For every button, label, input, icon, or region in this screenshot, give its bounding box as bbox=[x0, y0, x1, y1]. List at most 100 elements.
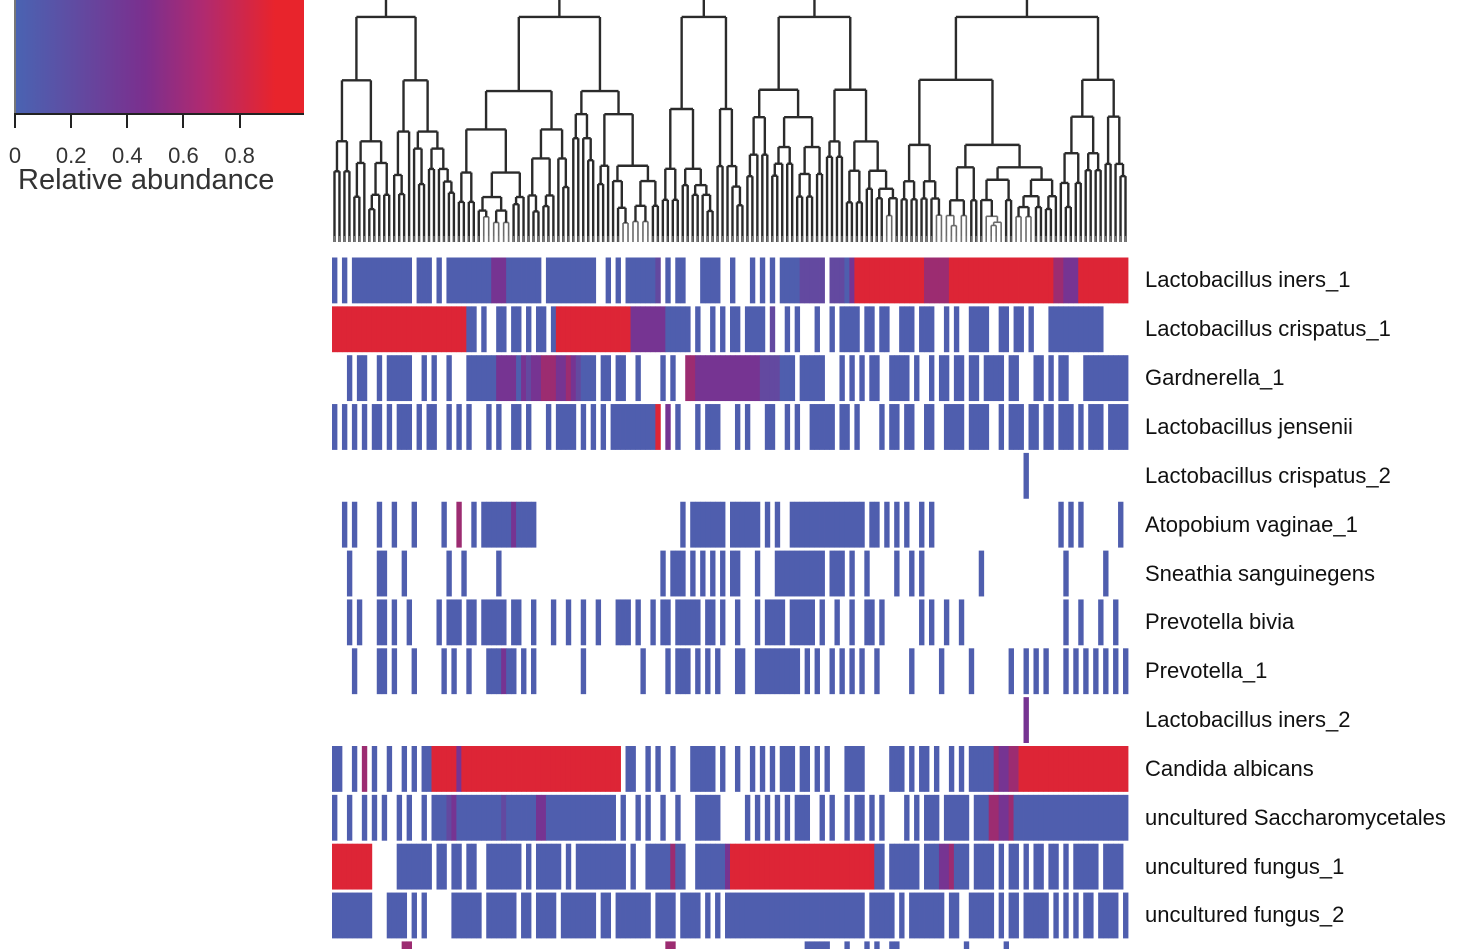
heatmap-cell bbox=[575, 746, 582, 792]
heatmap-cell bbox=[351, 843, 358, 890]
heatmap-cell bbox=[993, 257, 1000, 304]
heatmap-cell bbox=[789, 746, 796, 792]
heatmap-cell bbox=[695, 306, 701, 353]
heatmap-cell bbox=[1038, 843, 1044, 890]
heatmap-cell bbox=[491, 599, 497, 646]
heatmap-cell bbox=[869, 257, 875, 304]
heatmap-cell bbox=[386, 892, 393, 939]
heatmap-cell bbox=[491, 794, 497, 841]
heatmap-cell bbox=[610, 306, 616, 353]
heatmap-cell bbox=[476, 746, 482, 792]
heatmap-cell bbox=[526, 794, 532, 841]
heatmap-cell bbox=[501, 599, 507, 646]
heatmap-cell bbox=[1063, 794, 1069, 841]
heatmap-cell bbox=[655, 843, 661, 890]
heatmap-cell bbox=[421, 746, 427, 792]
heatmap-cell bbox=[849, 648, 855, 695]
heatmap-cell bbox=[406, 843, 413, 890]
heatmap-cell bbox=[486, 355, 492, 402]
heatmap-cell bbox=[481, 794, 487, 841]
heatmap-cell bbox=[1108, 257, 1114, 304]
heatmap-cell bbox=[491, 257, 497, 304]
heatmap-cell bbox=[486, 892, 492, 939]
heatmap-cell bbox=[904, 404, 910, 450]
heatmap-cell bbox=[933, 892, 940, 939]
heatmap-cell bbox=[511, 648, 517, 695]
heatmap-cell bbox=[1038, 355, 1044, 402]
heatmap-cell bbox=[401, 257, 408, 304]
heatmap-cell bbox=[535, 843, 542, 890]
heatmap-cell bbox=[580, 892, 587, 939]
heatmap-cell bbox=[391, 306, 398, 353]
heatmap-cell bbox=[849, 599, 855, 646]
heatmap-cell bbox=[884, 257, 890, 304]
heatmap-cell bbox=[958, 599, 965, 646]
heatmap-cell bbox=[734, 843, 741, 890]
heatmap-cell bbox=[665, 843, 671, 890]
heatmap-cell bbox=[1033, 404, 1039, 450]
heatmap-cell bbox=[824, 843, 830, 890]
heatmap-cell bbox=[491, 843, 497, 890]
heatmap-cell bbox=[501, 648, 507, 695]
heatmap-cell bbox=[580, 257, 587, 304]
heatmap-cell bbox=[929, 355, 935, 402]
heatmap-cell bbox=[535, 306, 542, 353]
heatmap-cell bbox=[1088, 794, 1094, 841]
heatmap-cell bbox=[615, 355, 621, 402]
heatmap-row bbox=[332, 746, 1129, 792]
heatmap-cell bbox=[690, 501, 696, 548]
heatmap-cell bbox=[739, 355, 746, 402]
heatmap-cell bbox=[1073, 843, 1079, 890]
heatmap-cell bbox=[710, 404, 716, 450]
heatmap-cell bbox=[924, 306, 930, 353]
heatmap-cell bbox=[1078, 306, 1084, 353]
heatmap-cell bbox=[710, 501, 716, 548]
heatmap-cell bbox=[933, 746, 940, 792]
heatmap-cell bbox=[356, 257, 363, 304]
heatmap-cell bbox=[1048, 306, 1054, 353]
heatmap-cell bbox=[734, 501, 741, 548]
heatmap-cell bbox=[730, 843, 736, 890]
heatmap-cell bbox=[575, 794, 582, 841]
heatmap-cell bbox=[630, 404, 636, 450]
heatmap-cell bbox=[600, 355, 607, 402]
heatmap-cell bbox=[710, 599, 716, 646]
heatmap-cell bbox=[1013, 746, 1019, 792]
heatmap-cell bbox=[620, 355, 626, 402]
heatmap-cell bbox=[1033, 892, 1039, 939]
heatmap-cell bbox=[595, 843, 602, 890]
heatmap-cell bbox=[824, 746, 830, 792]
heatmap-cell bbox=[749, 257, 756, 304]
heatmap-cell bbox=[396, 404, 403, 450]
heatmap-cell bbox=[341, 892, 348, 939]
heatmap-cell bbox=[690, 746, 696, 792]
heatmap-cell bbox=[1013, 257, 1019, 304]
heatmap-cell bbox=[744, 355, 751, 402]
heatmap-cell bbox=[545, 843, 552, 890]
heatmap-cell bbox=[610, 404, 616, 450]
heatmap-cell bbox=[700, 501, 706, 548]
heatmap-cell bbox=[361, 746, 368, 792]
heatmap-cell bbox=[451, 794, 457, 841]
heatmap-cell bbox=[715, 648, 721, 695]
heatmap-cell bbox=[1073, 257, 1079, 304]
heatmap-cell bbox=[754, 501, 761, 548]
heatmap-cell bbox=[446, 404, 452, 450]
heatmap-cell bbox=[406, 257, 413, 304]
heatmap-cell bbox=[988, 892, 995, 939]
heatmap-cell bbox=[1083, 306, 1089, 353]
heatmap-cell bbox=[486, 648, 492, 695]
heatmap-cell bbox=[545, 746, 552, 792]
heatmap-cell bbox=[849, 306, 855, 353]
heatmap-cell bbox=[1018, 306, 1024, 353]
heatmap-cell bbox=[481, 599, 487, 646]
heatmap-cell bbox=[371, 794, 378, 841]
heatmap-cell bbox=[889, 746, 895, 792]
heatmap-cell bbox=[1103, 257, 1109, 304]
heatmap-cell bbox=[924, 746, 930, 792]
heatmap-cell bbox=[929, 306, 935, 353]
heatmap-cell bbox=[774, 501, 781, 548]
heatmap-cell bbox=[804, 648, 811, 695]
heatmap-cell bbox=[774, 355, 781, 402]
heatmap-cell bbox=[889, 404, 895, 450]
